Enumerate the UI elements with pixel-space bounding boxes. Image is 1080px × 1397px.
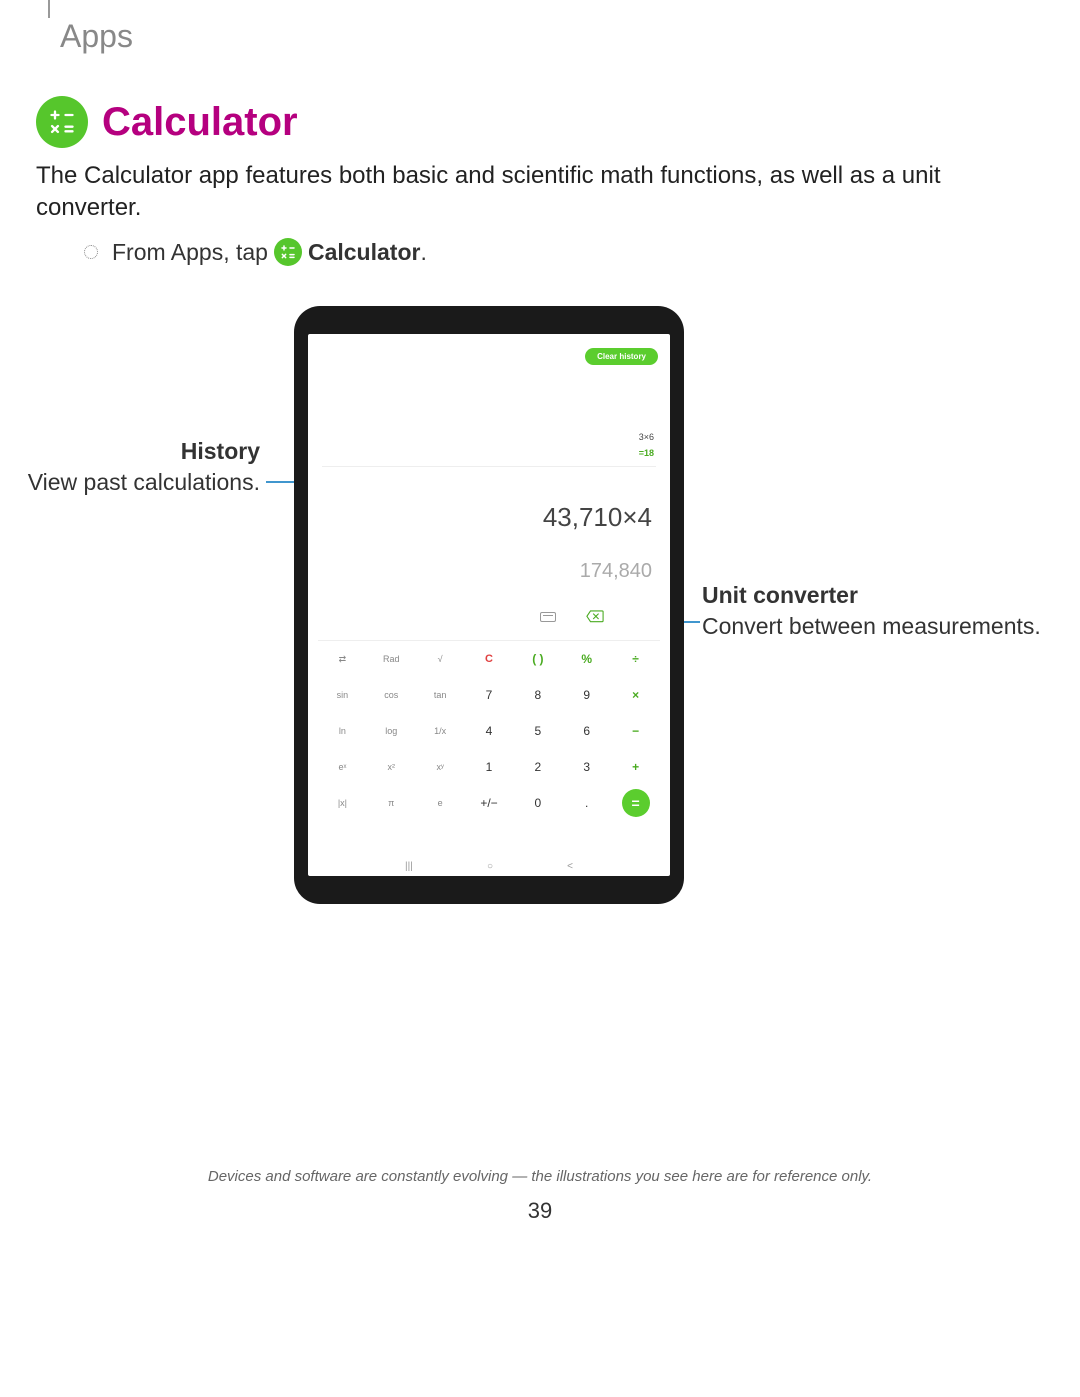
key-equals[interactable]: = <box>622 789 650 817</box>
callout-unit: Unit converter Convert between measureme… <box>702 580 1041 642</box>
key-ex[interactable]: eˣ <box>318 749 367 785</box>
callout-unit-title: Unit converter <box>702 580 1041 611</box>
history-result: =18 <box>639 448 654 458</box>
instruction-app-name: Calculator <box>308 239 420 266</box>
key-9[interactable]: 9 <box>562 677 611 713</box>
page-number: 39 <box>0 1198 1080 1224</box>
key-5[interactable]: 5 <box>513 713 562 749</box>
ruler-icon[interactable] <box>540 612 556 622</box>
callout-unit-body: Convert between measurements. <box>702 611 1041 642</box>
key-dot[interactable]: . <box>562 785 611 821</box>
key-minus[interactable]: − <box>611 713 660 749</box>
key-xy[interactable]: xʸ <box>416 749 465 785</box>
android-navbar: ||| ○ < <box>308 861 670 872</box>
key-tan[interactable]: tan <box>416 677 465 713</box>
device-frame: Clear history 3×6 =18 43,710×4 174,840 ⇄… <box>294 306 684 904</box>
calculator-icon <box>36 96 88 148</box>
key-pi[interactable]: π <box>367 785 416 821</box>
device-screen: Clear history 3×6 =18 43,710×4 174,840 ⇄… <box>308 334 670 876</box>
page-title: Calculator <box>102 100 298 145</box>
nav-home-icon[interactable]: ○ <box>487 861 493 872</box>
title-row: Calculator <box>36 96 298 148</box>
key-log[interactable]: log <box>367 713 416 749</box>
bullet-icon <box>84 245 98 259</box>
callout-history: History View past calculations. <box>28 436 260 498</box>
key-1[interactable]: 1 <box>465 749 514 785</box>
key-clear[interactable]: C <box>465 641 514 677</box>
callout-history-title: History <box>28 436 260 467</box>
history-area[interactable]: 3×6 =18 <box>639 432 654 458</box>
current-expression: 43,710×4 <box>543 502 652 533</box>
key-percent[interactable]: % <box>562 641 611 677</box>
key-sign[interactable]: +/− <box>465 785 514 821</box>
key-ln[interactable]: ln <box>318 713 367 749</box>
keypad: ⇄ Rad √ C ( ) % ÷ sin cos tan 7 8 9 × ln… <box>318 640 660 821</box>
key-rotate[interactable]: ⇄ <box>318 641 367 677</box>
key-x2[interactable]: x² <box>367 749 416 785</box>
history-divider <box>322 466 656 467</box>
key-plus[interactable]: + <box>611 749 660 785</box>
instruction-prefix: From Apps, tap <box>112 239 268 266</box>
calculator-mini-icon <box>274 238 302 266</box>
nav-back-icon[interactable]: < <box>567 861 573 872</box>
intro-text: The Calculator app features both basic a… <box>36 160 1044 225</box>
current-result: 174,840 <box>580 560 652 583</box>
key-sin[interactable]: sin <box>318 677 367 713</box>
key-6[interactable]: 6 <box>562 713 611 749</box>
key-3[interactable]: 3 <box>562 749 611 785</box>
footnote: Devices and software are constantly evol… <box>0 1168 1080 1185</box>
instruction-suffix: . <box>420 239 426 266</box>
section-label: Apps <box>60 18 133 55</box>
key-cos[interactable]: cos <box>367 677 416 713</box>
key-paren[interactable]: ( ) <box>513 641 562 677</box>
key-inv[interactable]: 1/x <box>416 713 465 749</box>
key-2[interactable]: 2 <box>513 749 562 785</box>
history-expression: 3×6 <box>639 432 654 442</box>
key-multiply[interactable]: × <box>611 677 660 713</box>
key-4[interactable]: 4 <box>465 713 514 749</box>
key-rad[interactable]: Rad <box>367 641 416 677</box>
key-divide[interactable]: ÷ <box>611 641 660 677</box>
key-sqrt[interactable]: √ <box>416 641 465 677</box>
nav-recent-icon[interactable]: ||| <box>405 861 413 872</box>
key-0[interactable]: 0 <box>513 785 562 821</box>
instruction: From Apps, tap Calculator . <box>84 238 427 266</box>
key-e[interactable]: e <box>416 785 465 821</box>
clear-history-button[interactable]: Clear history <box>585 348 658 365</box>
key-8[interactable]: 8 <box>513 677 562 713</box>
header-rule <box>48 0 50 18</box>
key-abs[interactable]: |x| <box>318 785 367 821</box>
backspace-icon[interactable] <box>586 610 604 624</box>
key-7[interactable]: 7 <box>465 677 514 713</box>
callout-history-body: View past calculations. <box>28 467 260 498</box>
